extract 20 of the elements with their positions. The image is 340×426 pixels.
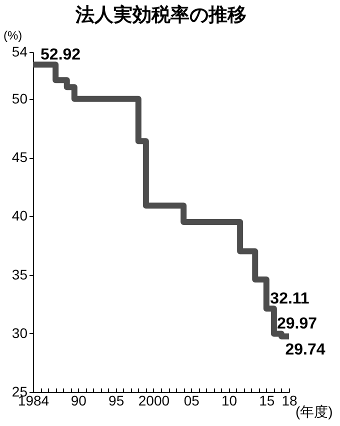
annotation: 29.74 bbox=[285, 341, 326, 358]
x-tick-label: 10 bbox=[221, 392, 238, 408]
y-tick-label: 54 bbox=[12, 44, 28, 60]
x-tick-label: 15 bbox=[259, 392, 275, 408]
y-tick-label: 30 bbox=[12, 324, 28, 341]
x-tick-label: 2000 bbox=[138, 392, 170, 408]
y-tick-label: 45 bbox=[12, 149, 28, 166]
x-tick-label: 90 bbox=[70, 392, 87, 408]
y-axis-title: (%) bbox=[4, 28, 22, 42]
y-tick-label: 50 bbox=[12, 90, 28, 106]
chart-title: 法人実効税率の推移 bbox=[74, 4, 246, 26]
x-axis-title: (年度) bbox=[296, 404, 333, 420]
y-tick-label: 35 bbox=[12, 266, 28, 282]
x-tick-label: 18 bbox=[282, 392, 298, 408]
y-tick-label: 40 bbox=[12, 208, 28, 224]
annotation: 29.97 bbox=[276, 316, 318, 333]
annotation: 32.11 bbox=[270, 290, 310, 308]
x-tick-label: 05 bbox=[184, 392, 200, 408]
annotation: 52.92 bbox=[40, 46, 81, 64]
x-tick-label: 95 bbox=[108, 392, 124, 408]
